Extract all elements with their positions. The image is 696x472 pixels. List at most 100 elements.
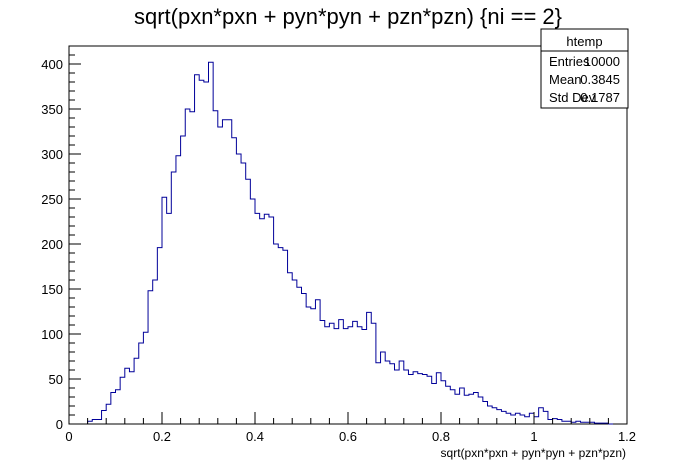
histogram-bin [381,352,386,424]
histogram-bin [125,368,130,424]
histogram-bin [474,393,479,425]
histogram-bin [520,415,525,424]
histogram-bin [404,370,409,424]
x-tick-label: 1.2 [618,429,636,444]
histogram-bin [329,323,334,424]
histogram-bin [441,381,446,424]
histogram-bin [376,363,381,424]
stats-entries-label: Entries [549,54,590,69]
histogram-bin [357,327,362,424]
histogram-bin [525,417,530,424]
histogram-bin [236,154,241,424]
histogram-bin [134,358,139,424]
x-tick-label: 0.8 [432,429,450,444]
histogram-bin [97,420,102,425]
y-tick-label: 0 [56,417,63,432]
x-tick-label: 0.6 [339,429,357,444]
histogram-bin [460,388,465,424]
y-tick-label: 300 [41,147,63,162]
histogram-bin [492,408,497,424]
histogram-bin [334,329,339,424]
stats-box-frame [540,28,629,109]
histogram-bin [199,80,204,424]
histogram-bin [190,112,195,424]
y-tick-label: 100 [41,327,63,342]
histogram-bin [209,62,214,424]
histogram-bin [120,377,125,424]
histogram-bin [162,197,167,424]
y-tick-label: 350 [41,102,63,117]
histogram-bin [320,321,325,425]
histogram-bin [339,320,344,424]
histogram-bin [92,420,97,425]
histogram-bin [250,199,255,424]
histogram-bin [408,375,413,425]
histogram-bin [455,394,460,424]
histogram-bin [227,120,232,424]
stats-mean-label: Mean [549,72,582,87]
histogram-bin [218,127,223,424]
histogram-bin [269,217,274,424]
stats-box-title: htemp [566,34,602,49]
histogram-bin [548,420,553,425]
histogram-bin [185,109,190,424]
histogram-bin [539,408,544,424]
histogram-bin [213,111,218,424]
histogram-bin [511,415,516,424]
y-tick-label: 250 [41,192,63,207]
histogram-bin [297,287,302,424]
x-tick-label: 1 [530,429,537,444]
histogram-bin [102,411,107,425]
histogram-bin [315,300,320,424]
histogram-bin [390,364,395,424]
histogram-bin [204,82,209,424]
histogram-bin [385,361,390,424]
histogram-bin [399,361,404,424]
histogram-bin [353,321,358,424]
histogram-bin [418,374,423,424]
histogram-bin [497,410,502,424]
histogram-bin [157,248,162,424]
stats-stddev-label: Std Dev [549,90,596,105]
histogram-bin [181,136,186,424]
histogram-bin [278,248,283,424]
histogram-bin [167,213,172,424]
histogram-bin [288,273,293,424]
histogram-bin [362,330,367,425]
histogram-bin [241,163,246,424]
histogram-bin [311,309,316,424]
histogram-bin [129,372,134,424]
histogram-bin [106,404,111,424]
y-tick-label: 50 [49,372,63,387]
histogram-bin [534,417,539,424]
histogram-bin [395,370,400,424]
y-tick-label: 200 [41,237,63,252]
histogram-bin [427,376,432,424]
histogram-bin [153,280,158,424]
histogram-bin [116,390,121,424]
histogram-bin [348,327,353,424]
histogram-bin [176,156,181,424]
histogram-bin [488,406,493,424]
stats-stddev-value: 0.1787 [580,90,620,105]
histogram-bin [246,179,251,424]
histogram-bin [302,294,307,425]
stats-entries-value: 10000 [584,54,620,69]
histogram-bin [422,375,427,425]
histogram-bin [255,213,260,424]
stats-box: htemp Entries 10000 Mean 0.3845 Std Dev … [540,28,629,109]
histogram-bin [292,280,297,424]
histogram-bin [450,390,455,424]
histogram-bin [148,291,153,424]
histogram-bin [483,402,488,425]
histogram-bin [325,327,330,424]
histogram-bin [529,413,534,424]
histogram-bin [543,411,548,424]
stats-mean-value: 0.3845 [580,72,620,87]
histogram-bin [306,307,311,424]
histogram-bin [446,386,451,424]
y-tick-label: 150 [41,282,63,297]
histogram-bin [478,397,483,424]
histogram-bin [501,411,506,424]
